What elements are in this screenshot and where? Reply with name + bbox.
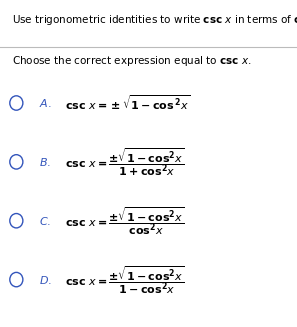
Text: $\bf{csc}\ \mathit{x} = \dfrac{\pm\sqrt{1-\bf{cos}^{2}\mathit{x}}}{1-\bf{cos}^{2: $\bf{csc}\ \mathit{x} = \dfrac{\pm\sqrt{… bbox=[65, 264, 185, 296]
Text: $\bf{\mathit{D.}}$: $\bf{\mathit{D.}}$ bbox=[39, 274, 52, 285]
Text: $\bf{\mathit{C.}}$: $\bf{\mathit{C.}}$ bbox=[39, 215, 51, 227]
Text: $\bf{csc}\ \mathit{x} = \dfrac{\pm\sqrt{1-\bf{cos}^{2}\mathit{x}}}{1+\bf{cos}^{2: $\bf{csc}\ \mathit{x} = \dfrac{\pm\sqrt{… bbox=[65, 146, 185, 178]
Text: Choose the correct expression equal to $\bf{csc}$ $\bf{\mathit{x}}$.: Choose the correct expression equal to $… bbox=[12, 54, 252, 68]
Text: Use trigonometric identities to write $\bf{csc}$ $\bf{\mathit{x}}$ in terms of $: Use trigonometric identities to write $\… bbox=[12, 13, 297, 27]
Text: $\bf{csc}\ \mathit{x} = \dfrac{\pm\sqrt{1-\bf{cos}^{2}\mathit{x}}}{\bf{cos}^{2}\: $\bf{csc}\ \mathit{x} = \dfrac{\pm\sqrt{… bbox=[65, 205, 185, 237]
Text: $\bf{csc}\ \mathit{x} = \pm\sqrt{1-\bf{cos}^{\,2}\mathit{x}}$: $\bf{csc}\ \mathit{x} = \pm\sqrt{1-\bf{c… bbox=[65, 94, 190, 112]
Text: $\bf{\mathit{B.}}$: $\bf{\mathit{B.}}$ bbox=[39, 156, 50, 168]
Text: $\bf{\mathit{A.}}$: $\bf{\mathit{A.}}$ bbox=[39, 97, 51, 109]
